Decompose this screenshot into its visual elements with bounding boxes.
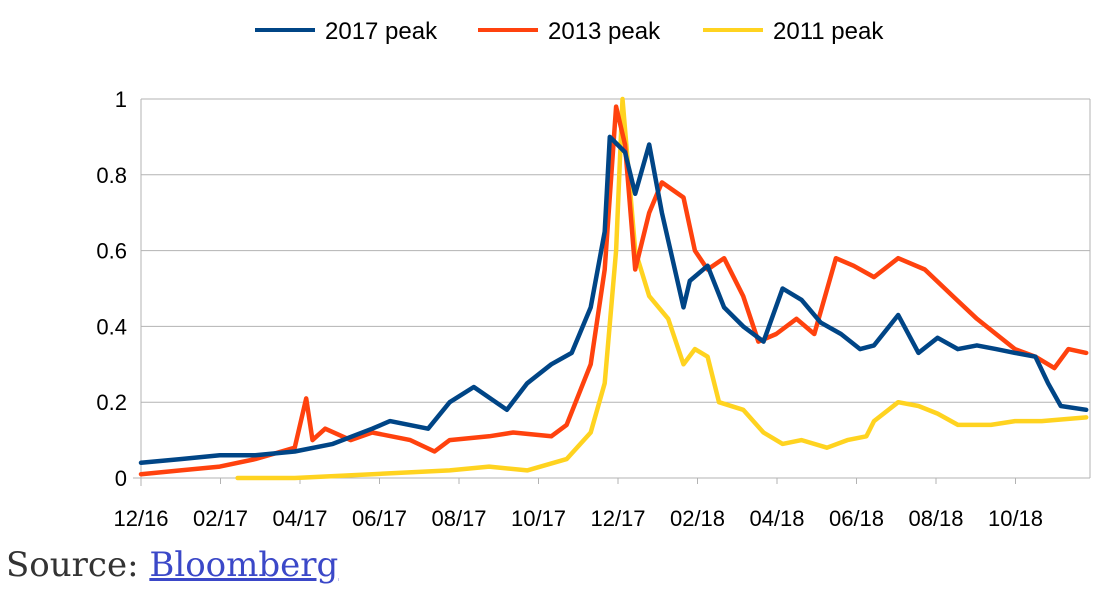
x-tick-label: 02/17: [193, 506, 248, 531]
legend-label: 2011 peak: [773, 18, 884, 45]
legend-label: 2013 peak: [548, 18, 661, 45]
x-tick-label: 04/17: [272, 506, 327, 531]
y-tick-label: 1: [115, 87, 127, 112]
x-tick-label: 10/17: [511, 506, 566, 531]
line-chart: 0 0.2 0.4 0.6 0.8 1 12/16 02/17 04/17 06/17 08/17…: [96, 18, 1091, 531]
x-tick-label: 12/17: [590, 506, 645, 531]
x-tick-label: 08/17: [431, 506, 486, 531]
legend-label: 2017 peak: [325, 18, 438, 45]
x-axis-tick-labels: 12/16 02/17 04/17 06/17 08/17 10/17 12/17 02/18…: [113, 506, 1043, 531]
x-tick-label: 06/17: [352, 506, 407, 531]
y-tick-label: 0.4: [96, 314, 127, 339]
series-line-2013-peak: [138, 104, 1089, 477]
x-tick-label: 06/18: [829, 506, 884, 531]
x-tick-label: 04/18: [749, 506, 804, 531]
y-tick-label: 0: [115, 466, 127, 491]
source-caption: Source: Bloomberg: [6, 545, 338, 585]
x-tick-label: 10/18: [988, 506, 1043, 531]
source-prefix: Source:: [6, 545, 150, 585]
y-tick-label: 0.2: [96, 390, 127, 415]
series-line-2011-peak: [235, 96, 1089, 481]
x-tick-label: 08/18: [908, 506, 963, 531]
legend: 2017 peak 2013 peak 2011 peak: [255, 18, 884, 45]
y-tick-label: 0.6: [96, 239, 127, 264]
x-tick-label: 02/18: [670, 506, 725, 531]
y-tick-label: 0.8: [96, 163, 127, 188]
y-axis-tick-labels: 0 0.2 0.4 0.6 0.8 1: [96, 87, 127, 491]
x-tick-label: 12/16: [113, 506, 168, 531]
series-line-2017-peak: [138, 134, 1089, 466]
source-link-bloomberg[interactable]: Bloomberg: [149, 545, 339, 585]
series-lines: [138, 96, 1089, 481]
